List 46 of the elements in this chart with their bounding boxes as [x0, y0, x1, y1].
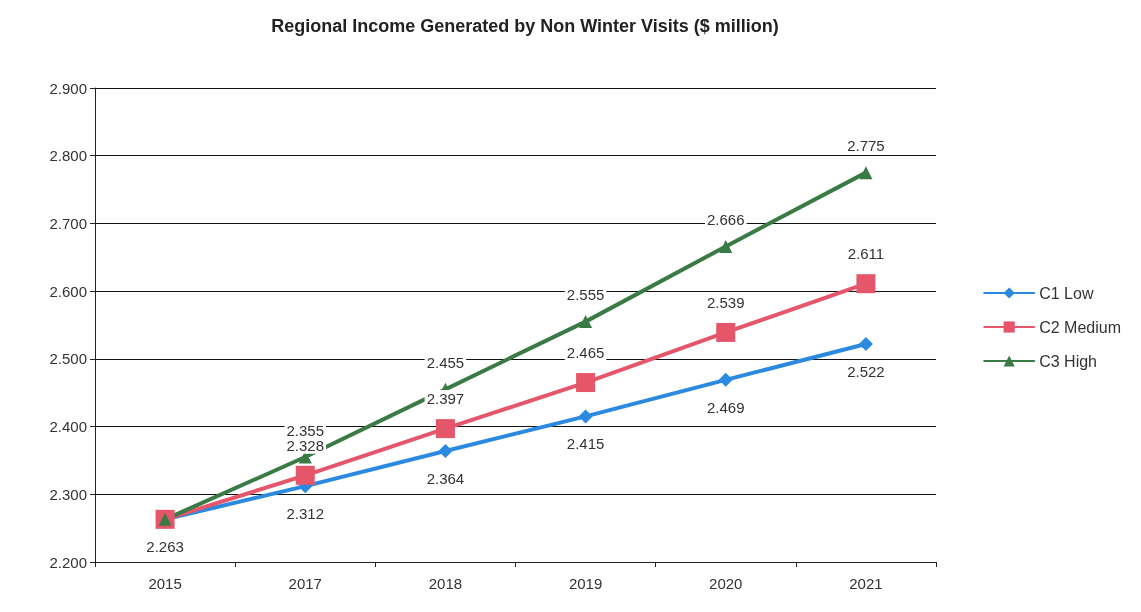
data-label: 2.775	[847, 137, 885, 155]
data-label: 2.469	[706, 398, 745, 416]
y-tick-label: 2.500	[49, 350, 87, 368]
x-tick-label: 2021	[849, 575, 883, 592]
data-label: 2.611	[847, 245, 885, 263]
y-tick-label: 2.700	[49, 214, 87, 232]
legend-label: C2 Medium	[1039, 318, 1122, 336]
point	[435, 419, 455, 439]
data-label: 2.355	[286, 421, 325, 439]
x-tick-label: 2019	[568, 575, 603, 592]
point	[716, 322, 736, 342]
y-tick-label: 2.200	[49, 553, 87, 571]
point	[856, 274, 876, 294]
data-label: 2.666	[706, 210, 745, 228]
point	[576, 373, 596, 393]
point	[719, 239, 733, 253]
data-label: 2.555	[566, 286, 605, 304]
y-tick-label: 2.300	[49, 485, 87, 503]
y-tick-label: 2.400	[49, 418, 87, 436]
data-label: 2.465	[566, 344, 605, 362]
data-label: 2.312	[286, 505, 325, 523]
legend-label: C1 Low	[1039, 284, 1094, 302]
point	[859, 166, 873, 180]
y-tick-label: 2.900	[49, 79, 87, 97]
data-label: 2.415	[566, 435, 605, 453]
y-tick-label: 2.800	[49, 147, 87, 165]
data-label: 2.455	[426, 353, 465, 371]
data-label: 2.397	[426, 390, 465, 408]
x-tick-label: 2017	[288, 575, 322, 592]
x-tick-label: 2015	[148, 575, 182, 592]
data-label: 2.263	[146, 538, 184, 556]
legend-label: C3 High	[1039, 352, 1098, 370]
point	[295, 465, 315, 485]
point	[579, 315, 593, 329]
data-label: 2.539	[706, 293, 745, 311]
data-label: 2.522	[847, 362, 885, 380]
point	[578, 409, 593, 424]
point	[718, 372, 733, 387]
point	[858, 336, 873, 351]
y-tick-label: 2.600	[49, 282, 87, 300]
x-tick-label: 2020	[709, 575, 743, 592]
point	[438, 443, 453, 458]
data-label: 2.364	[426, 469, 465, 487]
data-label: 2.328	[286, 436, 325, 454]
chart-title: Regional Income Generated by Non Winter Visits ($ million)	[271, 16, 779, 36]
x-tick-label: 2018	[428, 575, 463, 592]
